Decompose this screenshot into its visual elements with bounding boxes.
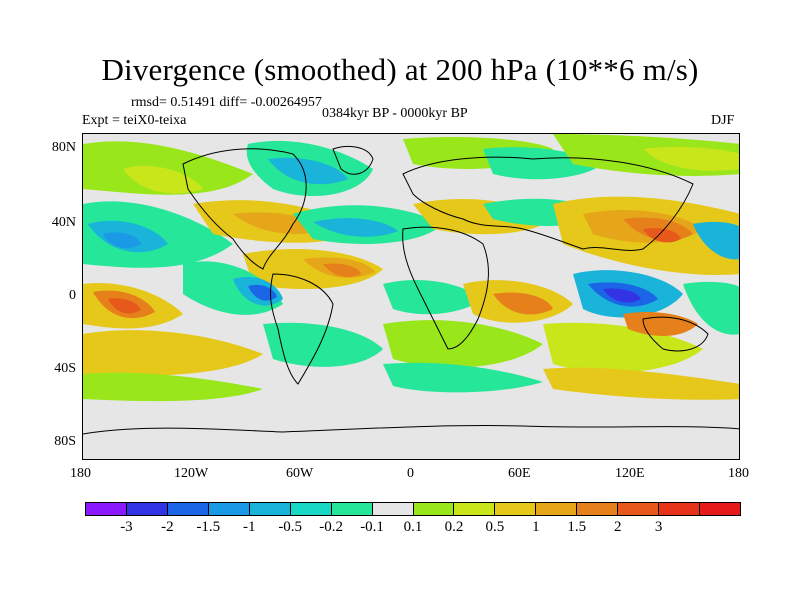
lon-tick-label: 60W [286, 466, 314, 481]
colorbar-label: 0.5 [485, 519, 505, 535]
contour-blob [243, 249, 383, 289]
lon-tick-label: 120E [615, 466, 645, 481]
colorbar-swatch [330, 502, 373, 516]
lon-tick-label: 180 [70, 466, 91, 481]
colorbar-label: -0.1 [360, 519, 384, 535]
coastline-antarctica [83, 425, 739, 435]
coastline-south-america [270, 273, 334, 385]
lat-tick-label: 80N [51, 140, 76, 155]
contour-blob [248, 284, 277, 301]
contour-blob [693, 221, 739, 260]
coastline-australia [642, 316, 709, 352]
contour-blob [383, 279, 483, 315]
colorbar [85, 502, 741, 516]
contour-blob [233, 212, 328, 234]
coastline-europe-asia [402, 156, 694, 251]
colorbar-label: 2 [613, 519, 622, 535]
season-label: DJF [711, 113, 735, 128]
contour-blob [268, 157, 348, 185]
colorbar-label: 0.2 [444, 519, 464, 535]
contour-blob [123, 165, 203, 194]
contour-fill-layer [83, 134, 739, 402]
colorbar-swatch [412, 502, 455, 516]
lon-tick-label: 180 [728, 466, 749, 481]
plot-title: Divergence (smoothed) at 200 hPa (10**6 … [101, 52, 699, 87]
colorbar-label: -0.2 [319, 519, 343, 535]
colorbar-swatch [248, 502, 291, 516]
colorbar-swatch [699, 502, 741, 516]
colorbar-label: -3 [120, 519, 133, 535]
contour-blob [108, 298, 141, 314]
colorbar-swatch [125, 502, 168, 516]
contour-blob [263, 322, 383, 367]
colorbar-swatch [166, 502, 209, 516]
colorbar-swatch [371, 502, 414, 516]
coastline-north-america [182, 148, 307, 270]
colorbar-label: -2 [161, 519, 174, 535]
colorbar-swatch [85, 502, 127, 516]
rmsd-diff-stats: rmsd= 0.51491 diff= -0.00264957 [131, 95, 322, 110]
contour-blob [643, 228, 681, 243]
coastline-africa [402, 226, 489, 350]
lon-tick-label: 120W [174, 466, 209, 481]
contour-blob [83, 372, 263, 402]
coastline-layer [83, 146, 739, 435]
divergence-map [83, 134, 739, 435]
experiment-label: Expt = teiX0-teixa [82, 113, 187, 128]
colorbar-label: 1.5 [567, 519, 587, 535]
contour-blob [623, 312, 698, 336]
colorbar-label: -0.5 [278, 519, 303, 535]
contour-blob [643, 146, 739, 171]
contour-blob [313, 218, 398, 237]
map-panel [82, 133, 740, 460]
period-label: 0384kyr BP - 0000kyr BP [322, 106, 468, 121]
coastline-greenland [332, 146, 374, 175]
colorbar-swatch [617, 502, 660, 516]
contour-blob [83, 141, 253, 195]
colorbar-label: 3 [654, 519, 663, 535]
contour-blob [83, 330, 263, 376]
contour-blob [683, 281, 739, 335]
lon-tick-label: 0 [407, 466, 414, 481]
colorbar-label: 0.1 [403, 519, 423, 535]
colorbar-swatch [494, 502, 537, 516]
lat-tick-label: 40N [51, 215, 76, 230]
contour-blob [103, 232, 141, 249]
colorbar-label: 1 [532, 519, 540, 535]
colorbar-swatch [576, 502, 619, 516]
lat-tick-label: 80S [54, 434, 76, 449]
contour-blob [323, 263, 361, 277]
contour-blob [383, 362, 543, 393]
contour-blob [383, 320, 543, 368]
contour-blob [603, 288, 641, 303]
colorbar-label: -1.5 [196, 519, 221, 535]
lat-tick-label: 0 [69, 288, 76, 303]
colorbar-swatch [453, 502, 496, 516]
lon-tick-label: 60E [508, 466, 531, 481]
colorbar-swatch [535, 502, 578, 516]
lat-tick-label: 40S [54, 361, 76, 376]
colorbar-swatch [207, 502, 250, 516]
contour-blob [543, 367, 739, 400]
colorbar-swatch [289, 502, 332, 516]
contour-blob [493, 292, 553, 315]
colorbar-swatch [658, 502, 701, 516]
colorbar-label: -1 [243, 519, 256, 535]
